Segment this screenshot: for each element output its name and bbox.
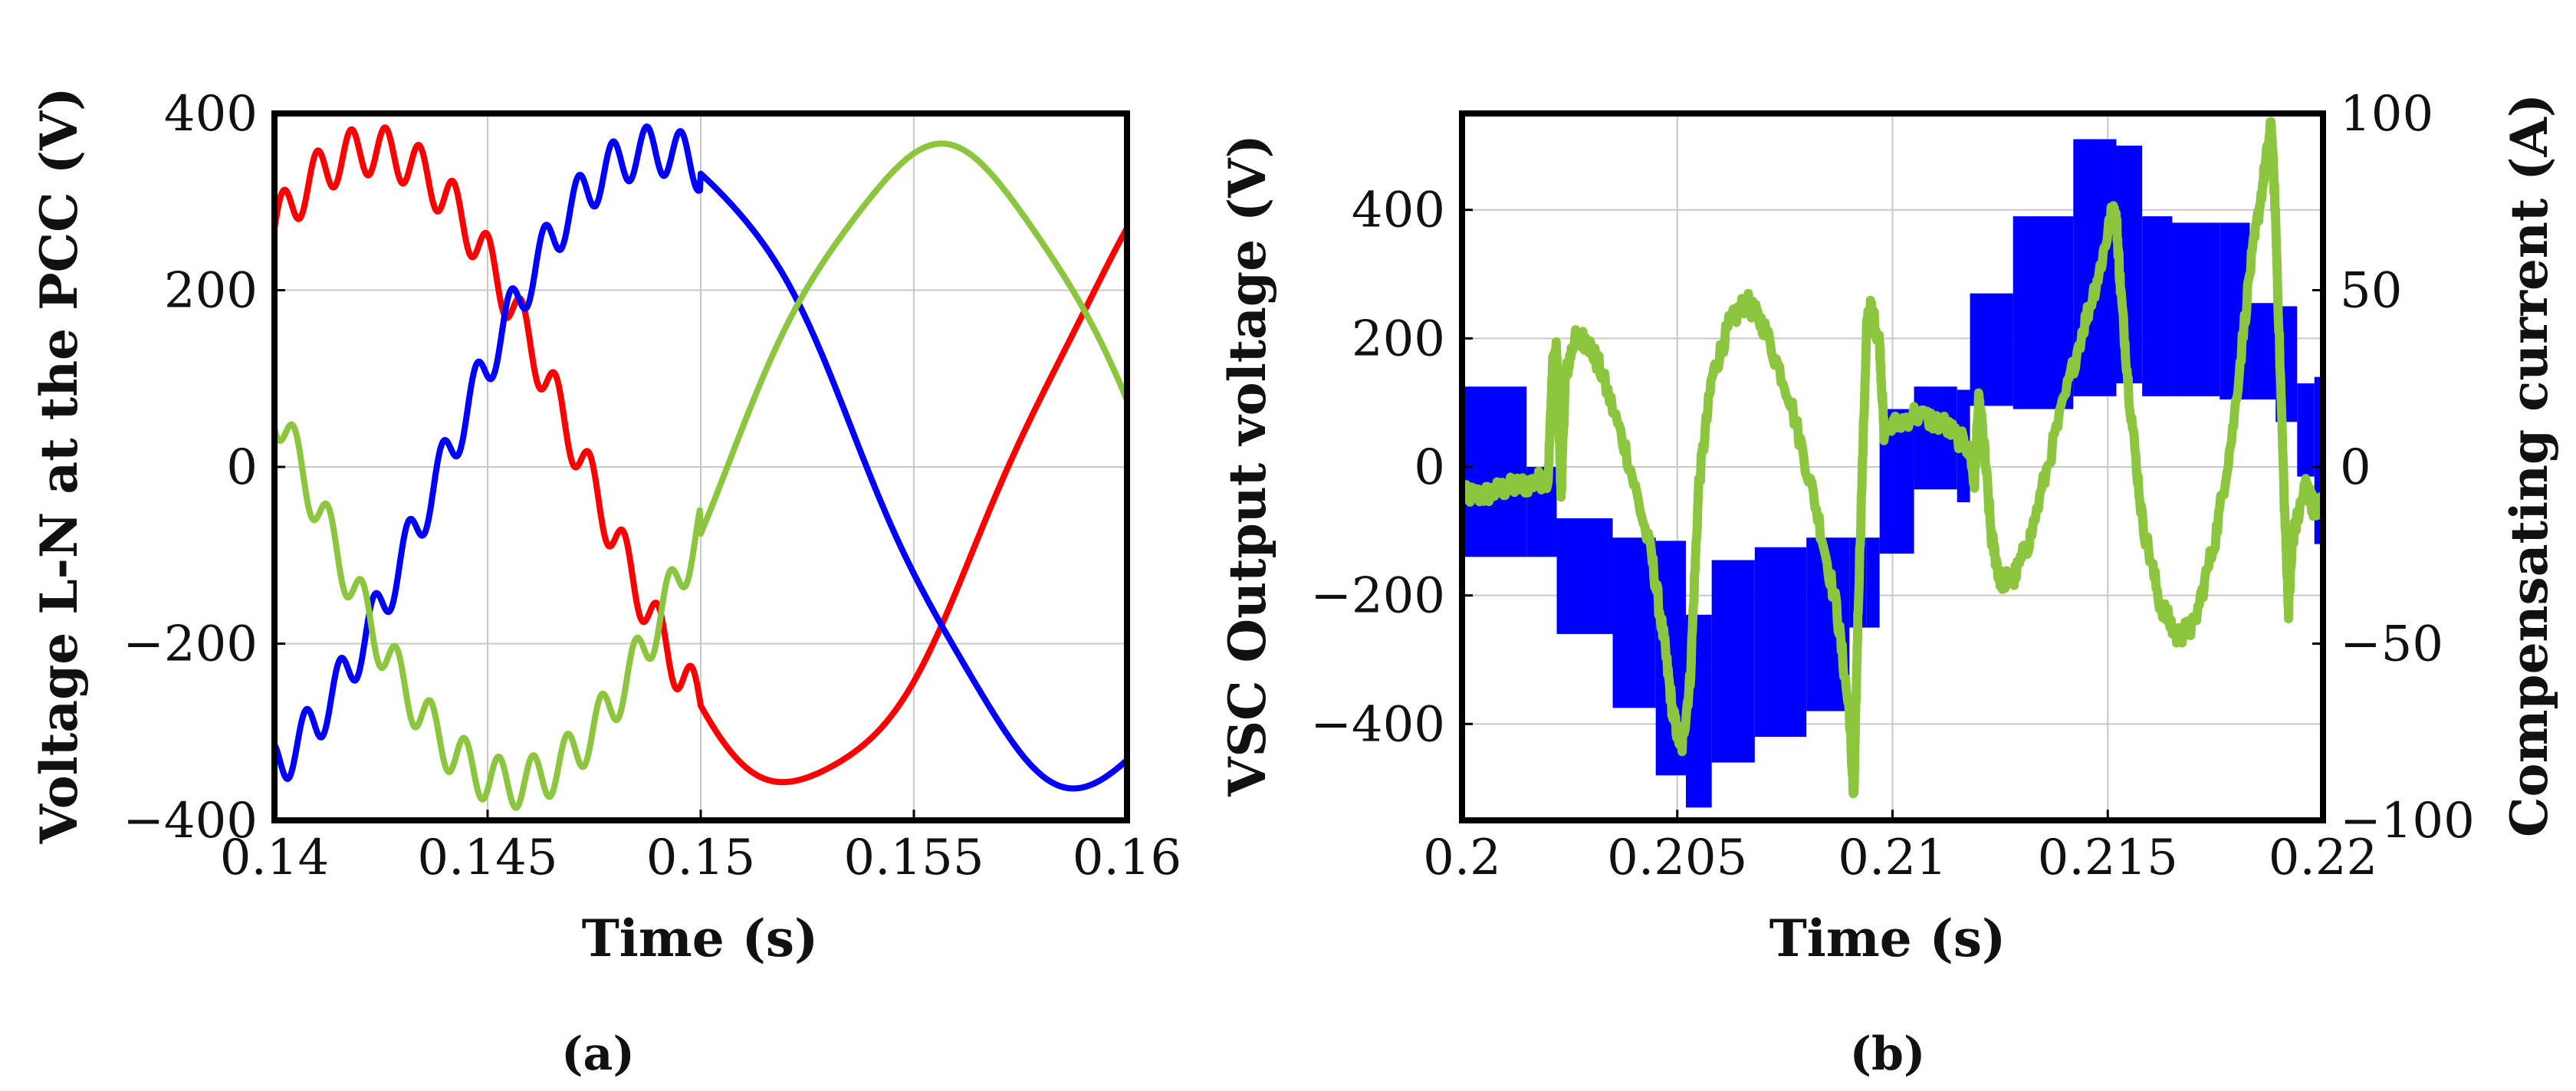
panel-b-voltage-band-segment bbox=[2172, 222, 2220, 396]
panel-a-y-ticks: −400 −200 0 200 400 bbox=[123, 86, 285, 849]
panel-b-y2-ticks: −100 −50 0 50 100 bbox=[2312, 86, 2475, 849]
panel-a-series-line-2 bbox=[274, 140, 1127, 811]
panel-b-y2-tick-label: 100 bbox=[2340, 86, 2433, 143]
panel-a-series bbox=[274, 123, 1127, 811]
panel-b-x-tick-label: 0.205 bbox=[1607, 830, 1747, 886]
panel-b-x-tick-label: 0.2 bbox=[1423, 830, 1501, 886]
panel-a-x-axis-label: Time (s) bbox=[582, 909, 819, 968]
panel-a-x-tick-label: 0.16 bbox=[1073, 830, 1182, 886]
panel-b-current-line bbox=[1462, 117, 2323, 799]
panel-a-label: (a) bbox=[561, 1027, 635, 1081]
panel-b-voltage-band-segment bbox=[2142, 216, 2173, 396]
panel-b-x-tick-label: 0.21 bbox=[1838, 830, 1947, 886]
panel-b-voltage-band-segment bbox=[1556, 518, 1613, 634]
panel-b-voltage-band-segment bbox=[2314, 376, 2323, 544]
panel-a-y-tick-label: −200 bbox=[123, 616, 258, 673]
panel-a-y-tick-label: 200 bbox=[164, 263, 258, 320]
panel-b-x-tick-label: 0.22 bbox=[2269, 830, 2378, 886]
panel-a-x-tick-label: 0.145 bbox=[417, 830, 557, 886]
panel-b-y-tick-label: −200 bbox=[1310, 568, 1445, 625]
panel-a-x-ticks: 0.14 0.145 0.15 0.155 0.16 bbox=[220, 810, 1182, 886]
panel-b-voltage-band-segment bbox=[2013, 216, 2074, 409]
panel-b-y2-tick-label: −50 bbox=[2340, 616, 2443, 673]
panel-b-voltage-band-segment bbox=[1754, 547, 1807, 738]
panel-a-y-tick-label: −400 bbox=[123, 793, 258, 849]
panel-a-x-tick-label: 0.155 bbox=[843, 830, 984, 886]
panel-b-y-tick-label: 200 bbox=[1352, 311, 1445, 367]
panel-a-x-tick-label: 0.14 bbox=[220, 830, 330, 886]
panel-b-y-ticks: −400 −200 0 200 400 bbox=[1310, 182, 1473, 753]
panel-b-voltage-band-segment bbox=[2297, 383, 2315, 477]
panel-b-y-tick-label: 0 bbox=[1414, 439, 1445, 496]
panel-a-y-axis-label: Voltage L-N at the PCC (V) bbox=[29, 87, 89, 845]
panel-b-voltage-band-segment bbox=[1711, 560, 1755, 763]
panel-b-y2-axis-label: Compensating current (A) bbox=[2499, 94, 2559, 837]
panel-a-y-tick-label: 400 bbox=[164, 86, 258, 143]
panel-a-series-line-0 bbox=[274, 124, 1127, 786]
panel-b-y-axis-label: VSC Output voltage (V) bbox=[1217, 134, 1277, 797]
panel-b-voltage-band-segment bbox=[1970, 293, 2013, 406]
panel-a-series-line-1 bbox=[274, 123, 1127, 792]
panel-b-y2-tick-label: −100 bbox=[2340, 793, 2475, 849]
panel-b-y-tick-label: −400 bbox=[1310, 696, 1445, 753]
panel-a-y-tick-label: 0 bbox=[226, 439, 258, 496]
panel-b-voltage-band-segment bbox=[1462, 386, 1527, 557]
panel-b-voltage-band-segment bbox=[1612, 537, 1656, 708]
panel-b-series bbox=[1462, 117, 2323, 808]
panel-b-voltage-band-segment bbox=[2249, 303, 2276, 399]
panel-b-x-axis-label: Time (s) bbox=[1769, 909, 2006, 968]
panel-b-x-tick-label: 0.215 bbox=[2038, 830, 2178, 886]
panel-b-x-ticks: 0.2 0.205 0.21 0.215 0.22 bbox=[1423, 810, 2377, 886]
panel-b-y2-tick-label: 50 bbox=[2340, 263, 2402, 320]
panel-b-vsc-output: 0.2 0.205 0.21 0.215 0.22 −400 −200 0 200 400 −1… bbox=[1217, 86, 2559, 1081]
panel-a-x-tick-label: 0.15 bbox=[646, 830, 756, 886]
panel-b-label: (b) bbox=[1850, 1027, 1926, 1081]
panel-a-voltage-pcc: 0.14 0.145 0.15 0.155 0.16 −400 −200 0 200 400 T… bbox=[29, 86, 1181, 1081]
panel-a-grid bbox=[274, 113, 1128, 821]
panel-b-y2-tick-label: 0 bbox=[2340, 439, 2371, 496]
panel-b-y-tick-label: 400 bbox=[1352, 182, 1445, 239]
panel-b-voltage-band-segment bbox=[1866, 537, 1880, 628]
